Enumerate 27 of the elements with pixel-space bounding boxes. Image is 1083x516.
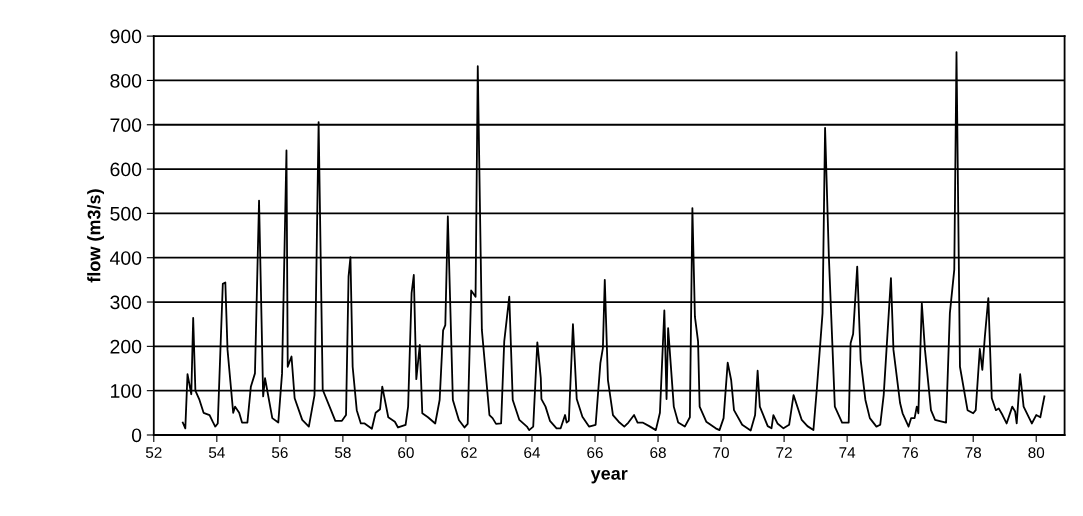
x-tick-label: 68 bbox=[650, 447, 666, 459]
x-tick-label: 52 bbox=[145, 447, 162, 459]
x-tick-label: 56 bbox=[271, 447, 288, 459]
y-tick-label: 300 bbox=[110, 295, 142, 310]
x-tick-label: 62 bbox=[461, 447, 477, 459]
y-tick-label: 0 bbox=[131, 428, 142, 443]
y-tick-label: 800 bbox=[110, 73, 142, 88]
y-tick-label: 500 bbox=[110, 206, 142, 221]
y-tick-label: 700 bbox=[110, 118, 142, 132]
y-axis-title: flow (m3/s) bbox=[87, 189, 104, 283]
y-tick-label: 900 bbox=[110, 29, 142, 44]
x-tick-label: 76 bbox=[902, 447, 918, 459]
x-tick-label: 74 bbox=[839, 447, 856, 458]
x-tick-label: 78 bbox=[965, 447, 982, 459]
x-tick-label: 54 bbox=[208, 447, 225, 459]
x-tick-label: 80 bbox=[1028, 447, 1045, 459]
x-tick-label: 60 bbox=[398, 447, 414, 459]
x-tick-label: 72 bbox=[776, 447, 792, 458]
x-axis-title: year bbox=[590, 469, 628, 484]
x-tick-label: 58 bbox=[335, 447, 351, 459]
x-tick-label: 66 bbox=[587, 447, 603, 459]
y-tick-label: 200 bbox=[110, 339, 142, 354]
y-tick-label: 100 bbox=[111, 384, 142, 398]
x-tick-label: 64 bbox=[524, 447, 541, 459]
y-tick-label: 400 bbox=[109, 251, 142, 265]
y-tick-label: 600 bbox=[110, 162, 142, 177]
x-tick-label: 70 bbox=[713, 447, 729, 459]
